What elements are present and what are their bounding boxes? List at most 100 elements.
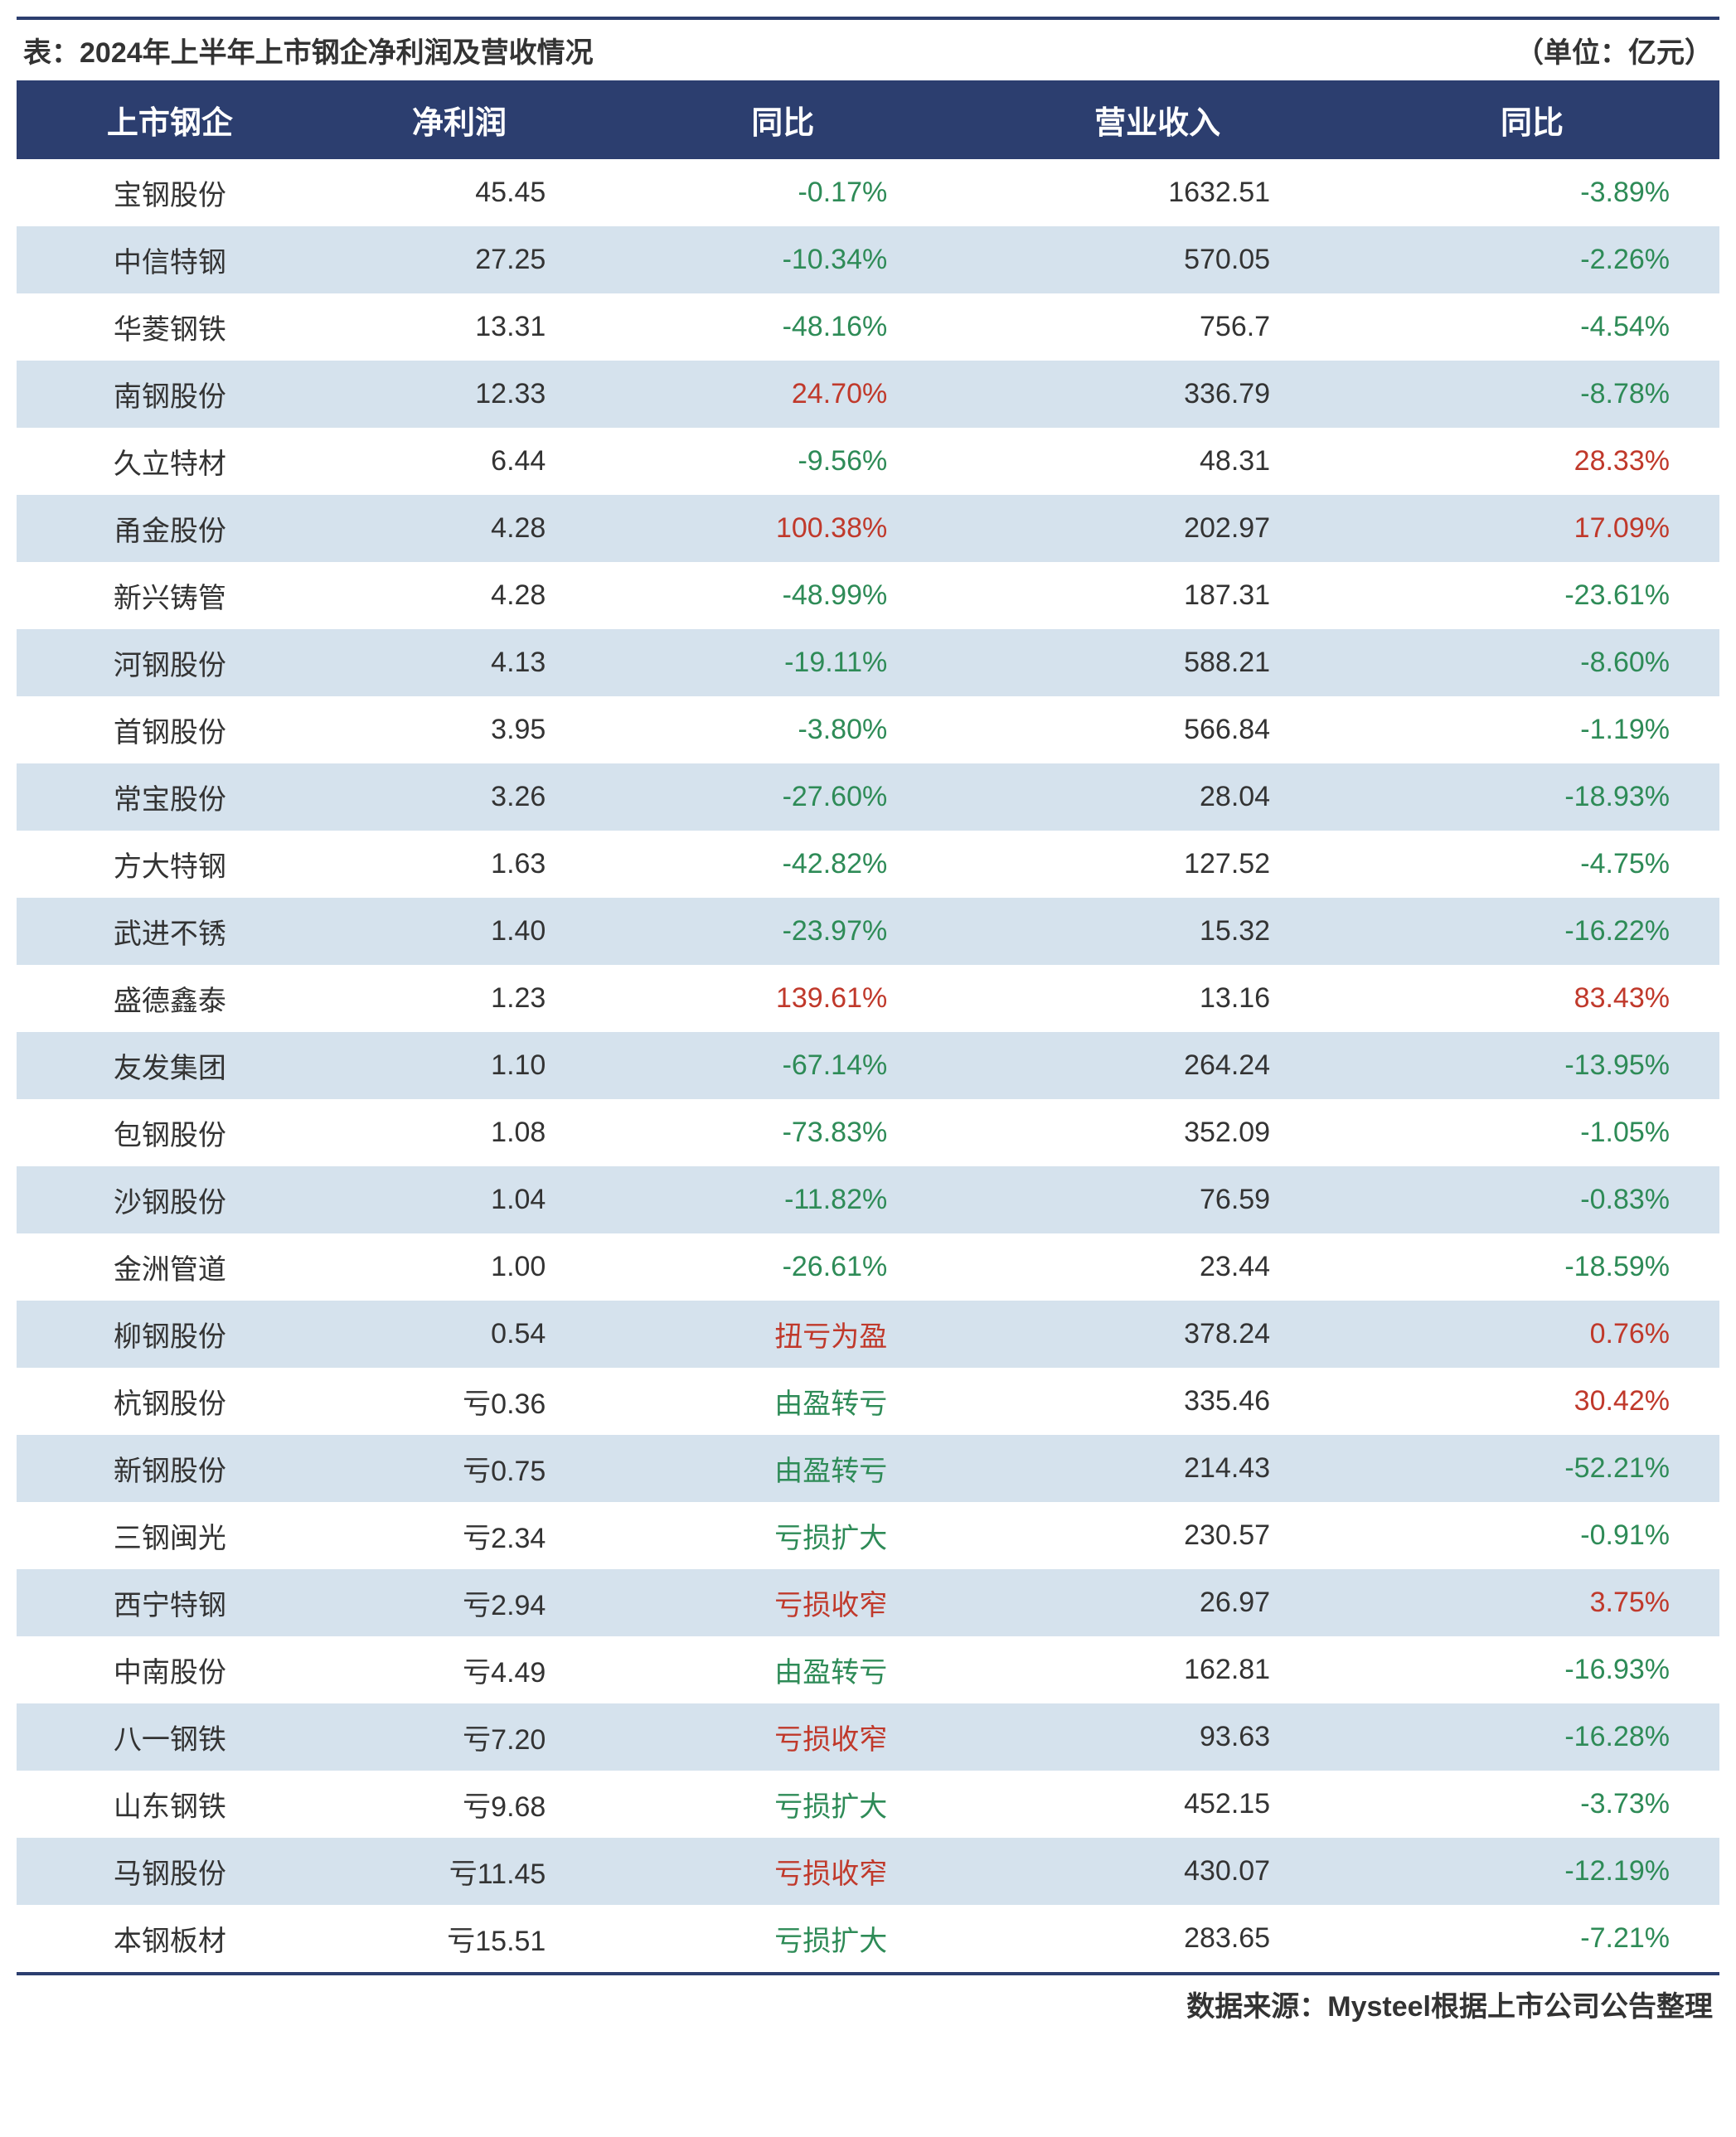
cell-revenue: 430.07 bbox=[970, 1838, 1345, 1905]
cell-company: 马钢股份 bbox=[17, 1838, 323, 1905]
table-row: 常宝股份3.26-27.60%28.04-18.93% bbox=[17, 763, 1719, 831]
cell-revenue: 48.31 bbox=[970, 428, 1345, 495]
table-header: 上市钢企 净利润 同比 营业收入 同比 bbox=[17, 80, 1719, 159]
cell-company: 金洲管道 bbox=[17, 1233, 323, 1301]
cell-yoy-revenue: 17.09% bbox=[1345, 495, 1719, 562]
cell-yoy-profit: 139.61% bbox=[595, 965, 970, 1032]
cell-profit: 1.23 bbox=[323, 965, 596, 1032]
cell-yoy-profit: -42.82% bbox=[595, 831, 970, 898]
cell-revenue: 566.84 bbox=[970, 696, 1345, 763]
cell-profit: 亏4.49 bbox=[323, 1636, 596, 1703]
cell-profit: 亏2.34 bbox=[323, 1502, 596, 1569]
table-row: 包钢股份1.08-73.83%352.09-1.05% bbox=[17, 1099, 1719, 1166]
cell-yoy-revenue: 28.33% bbox=[1345, 428, 1719, 495]
table-row: 马钢股份亏11.45亏损收窄430.07-12.19% bbox=[17, 1838, 1719, 1905]
cell-yoy-profit: -48.16% bbox=[595, 293, 970, 361]
cell-yoy-profit: 扭亏为盈 bbox=[595, 1301, 970, 1368]
cell-company: 山东钢铁 bbox=[17, 1771, 323, 1838]
cell-yoy-revenue: -12.19% bbox=[1345, 1838, 1719, 1905]
cell-yoy-revenue: -13.95% bbox=[1345, 1032, 1719, 1099]
col-header-profit: 净利润 bbox=[323, 80, 596, 159]
cell-revenue: 23.44 bbox=[970, 1233, 1345, 1301]
steel-companies-table: 上市钢企 净利润 同比 营业收入 同比 宝钢股份45.45-0.17%1632.… bbox=[17, 80, 1719, 1972]
cell-profit: 1.04 bbox=[323, 1166, 596, 1233]
cell-yoy-profit: 亏损扩大 bbox=[595, 1502, 970, 1569]
cell-profit: 亏2.94 bbox=[323, 1569, 596, 1636]
cell-revenue: 214.43 bbox=[970, 1435, 1345, 1502]
cell-company: 首钢股份 bbox=[17, 696, 323, 763]
table-body: 宝钢股份45.45-0.17%1632.51-3.89%中信特钢27.25-10… bbox=[17, 159, 1719, 1972]
cell-yoy-profit: 24.70% bbox=[595, 361, 970, 428]
cell-revenue: 452.15 bbox=[970, 1771, 1345, 1838]
table-row: 中信特钢27.25-10.34%570.05-2.26% bbox=[17, 226, 1719, 293]
table-row: 西宁特钢亏2.94亏损收窄26.973.75% bbox=[17, 1569, 1719, 1636]
cell-company: 杭钢股份 bbox=[17, 1368, 323, 1435]
cell-yoy-profit: -19.11% bbox=[595, 629, 970, 696]
cell-revenue: 588.21 bbox=[970, 629, 1345, 696]
cell-yoy-revenue: -3.73% bbox=[1345, 1771, 1719, 1838]
source-label: 数据来源：Mysteel根据上市公司公告整理 bbox=[17, 1972, 1719, 2024]
cell-yoy-profit: 亏损收窄 bbox=[595, 1569, 970, 1636]
cell-yoy-profit: 由盈转亏 bbox=[595, 1435, 970, 1502]
cell-yoy-profit: -10.34% bbox=[595, 226, 970, 293]
cell-revenue: 93.63 bbox=[970, 1703, 1345, 1771]
table-row: 华菱钢铁13.31-48.16%756.7-4.54% bbox=[17, 293, 1719, 361]
cell-yoy-profit: -11.82% bbox=[595, 1166, 970, 1233]
cell-revenue: 162.81 bbox=[970, 1636, 1345, 1703]
cell-company: 河钢股份 bbox=[17, 629, 323, 696]
cell-revenue: 352.09 bbox=[970, 1099, 1345, 1166]
cell-company: 方大特钢 bbox=[17, 831, 323, 898]
cell-revenue: 76.59 bbox=[970, 1166, 1345, 1233]
cell-company: 盛德鑫泰 bbox=[17, 965, 323, 1032]
col-header-revenue: 营业收入 bbox=[970, 80, 1345, 159]
cell-company: 久立特材 bbox=[17, 428, 323, 495]
cell-profit: 亏0.75 bbox=[323, 1435, 596, 1502]
cell-yoy-revenue: -18.59% bbox=[1345, 1233, 1719, 1301]
cell-revenue: 1632.51 bbox=[970, 159, 1345, 226]
table-row: 八一钢铁亏7.20亏损收窄93.63-16.28% bbox=[17, 1703, 1719, 1771]
cell-profit: 亏7.20 bbox=[323, 1703, 596, 1771]
cell-yoy-profit: 亏损收窄 bbox=[595, 1703, 970, 1771]
cell-company: 八一钢铁 bbox=[17, 1703, 323, 1771]
cell-company: 三钢闽光 bbox=[17, 1502, 323, 1569]
cell-yoy-profit: -27.60% bbox=[595, 763, 970, 831]
cell-profit: 1.08 bbox=[323, 1099, 596, 1166]
cell-yoy-profit: 100.38% bbox=[595, 495, 970, 562]
table-row: 武进不锈1.40-23.97%15.32-16.22% bbox=[17, 898, 1719, 965]
cell-company: 本钢板材 bbox=[17, 1905, 323, 1972]
cell-revenue: 264.24 bbox=[970, 1032, 1345, 1099]
cell-yoy-revenue: -16.93% bbox=[1345, 1636, 1719, 1703]
cell-company: 南钢股份 bbox=[17, 361, 323, 428]
cell-yoy-revenue: -2.26% bbox=[1345, 226, 1719, 293]
cell-revenue: 230.57 bbox=[970, 1502, 1345, 1569]
cell-revenue: 187.31 bbox=[970, 562, 1345, 629]
cell-profit: 13.31 bbox=[323, 293, 596, 361]
cell-revenue: 127.52 bbox=[970, 831, 1345, 898]
cell-company: 包钢股份 bbox=[17, 1099, 323, 1166]
table-row: 久立特材6.44-9.56%48.3128.33% bbox=[17, 428, 1719, 495]
cell-profit: 1.00 bbox=[323, 1233, 596, 1301]
table-container: 表：2024年上半年上市钢企净利润及营收情况 （单位：亿元） 上市钢企 净利润 … bbox=[17, 17, 1719, 2024]
cell-yoy-profit: 亏损扩大 bbox=[595, 1771, 970, 1838]
table-row: 山东钢铁亏9.68亏损扩大452.15-3.73% bbox=[17, 1771, 1719, 1838]
cell-yoy-revenue: 30.42% bbox=[1345, 1368, 1719, 1435]
cell-company: 柳钢股份 bbox=[17, 1301, 323, 1368]
title-row: 表：2024年上半年上市钢企净利润及营收情况 （单位：亿元） bbox=[17, 17, 1719, 80]
cell-profit: 1.40 bbox=[323, 898, 596, 965]
table-title: 表：2024年上半年上市钢企净利润及营收情况 bbox=[23, 30, 594, 70]
cell-yoy-revenue: -16.28% bbox=[1345, 1703, 1719, 1771]
table-row: 盛德鑫泰1.23139.61%13.1683.43% bbox=[17, 965, 1719, 1032]
cell-yoy-revenue: -52.21% bbox=[1345, 1435, 1719, 1502]
cell-yoy-profit: -0.17% bbox=[595, 159, 970, 226]
cell-revenue: 28.04 bbox=[970, 763, 1345, 831]
cell-revenue: 15.32 bbox=[970, 898, 1345, 965]
cell-company: 华菱钢铁 bbox=[17, 293, 323, 361]
cell-revenue: 336.79 bbox=[970, 361, 1345, 428]
cell-profit: 4.28 bbox=[323, 495, 596, 562]
cell-yoy-profit: -67.14% bbox=[595, 1032, 970, 1099]
col-header-company: 上市钢企 bbox=[17, 80, 323, 159]
table-row: 河钢股份4.13-19.11%588.21-8.60% bbox=[17, 629, 1719, 696]
table-row: 本钢板材亏15.51亏损扩大283.65-7.21% bbox=[17, 1905, 1719, 1972]
cell-company: 中南股份 bbox=[17, 1636, 323, 1703]
cell-yoy-revenue: -8.60% bbox=[1345, 629, 1719, 696]
